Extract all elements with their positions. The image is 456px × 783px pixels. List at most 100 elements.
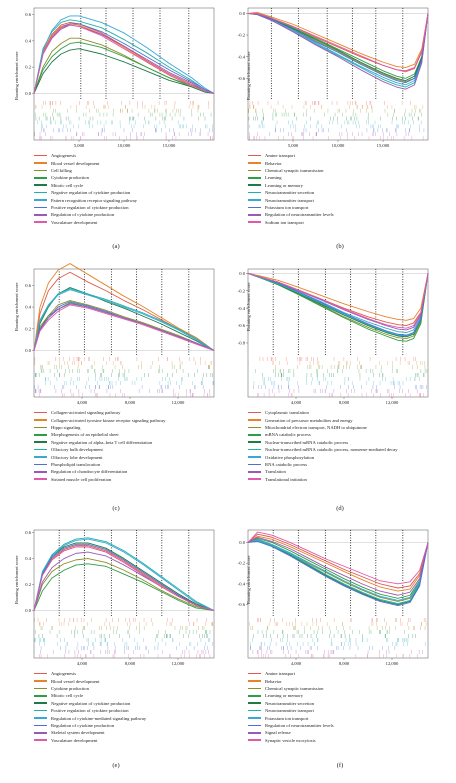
y-tick-label-a-2: 0.4 bbox=[25, 38, 31, 43]
hit-mark-a-7-0 bbox=[58, 128, 59, 132]
series-line-d-5 bbox=[248, 273, 428, 336]
hit-mark-e-8-18 bbox=[114, 650, 115, 654]
hit-mark-f-4-21 bbox=[263, 634, 264, 638]
hit-mark-a-2-9 bbox=[198, 109, 199, 113]
hit-mark-e-6-18 bbox=[205, 642, 206, 646]
hit-mark-e-0-15 bbox=[73, 618, 74, 622]
hit-mark-c-2-16 bbox=[56, 365, 57, 369]
hit-mark-d-1-22 bbox=[387, 361, 388, 365]
hit-mark-c-7-19 bbox=[76, 385, 77, 389]
hit-mark-e-3-2 bbox=[186, 630, 187, 634]
hit-mark-a-0-6 bbox=[79, 101, 80, 105]
hit-mark-b-7-2 bbox=[280, 128, 281, 132]
hit-mark-d-5-15 bbox=[410, 377, 411, 381]
hit-mark-f-5-15 bbox=[407, 638, 408, 642]
hit-mark-e-7-23 bbox=[207, 646, 208, 650]
legend-swatch bbox=[248, 427, 261, 429]
hit-mark-a-6-25 bbox=[180, 124, 181, 128]
hit-mark-a-5-15 bbox=[111, 121, 112, 125]
legend-item: Regulation of neurotransmitter levels bbox=[248, 211, 334, 218]
hit-mark-e-4-23 bbox=[101, 634, 102, 638]
hit-mark-e-5-22 bbox=[87, 638, 88, 642]
legend-swatch bbox=[248, 449, 261, 451]
hit-mark-b-5-3 bbox=[421, 121, 422, 125]
hit-mark-b-6-3 bbox=[290, 124, 291, 128]
hit-mark-e-6-13 bbox=[166, 642, 167, 646]
hit-mark-d-4-14 bbox=[323, 373, 324, 377]
hit-mark-f-2-20 bbox=[343, 626, 344, 630]
hit-mark-d-9-11 bbox=[380, 393, 381, 397]
hit-mark-d-0-1 bbox=[396, 357, 397, 361]
hit-mark-a-9-16 bbox=[39, 136, 40, 140]
hit-mark-c-5-17 bbox=[126, 377, 127, 381]
hit-mark-d-5-21 bbox=[270, 377, 271, 381]
hit-mark-f-9-23 bbox=[356, 654, 357, 658]
hit-mark-b-0-14 bbox=[352, 101, 353, 105]
hit-mark-c-5-0 bbox=[141, 377, 142, 381]
hit-mark-f-2-17 bbox=[253, 626, 254, 630]
hit-mark-d-8-4 bbox=[389, 389, 390, 393]
hit-mark-b-1-18 bbox=[321, 105, 322, 109]
hit-mark-e-7-2 bbox=[136, 646, 137, 650]
hit-mark-a-0-21 bbox=[60, 101, 61, 105]
hit-mark-e-8-24 bbox=[65, 650, 66, 654]
hit-mark-d-0-2 bbox=[317, 357, 318, 361]
hit-mark-b-0-2 bbox=[258, 101, 259, 105]
hit-mark-d-4-0 bbox=[294, 373, 295, 377]
hit-mark-a-4-4 bbox=[165, 117, 166, 121]
hit-mark-e-1-19 bbox=[139, 622, 140, 626]
hit-mark-a-4-3 bbox=[129, 117, 130, 121]
hit-mark-b-2-9 bbox=[328, 109, 329, 113]
hit-mark-a-0-13 bbox=[166, 101, 167, 105]
hit-mark-d-2-7 bbox=[349, 365, 350, 369]
hit-mark-f-2-24 bbox=[268, 626, 269, 630]
hit-mark-b-2-4 bbox=[273, 109, 274, 113]
hit-mark-f-5-0 bbox=[387, 638, 388, 642]
legend-item: Regulation of neurotransmitter levels bbox=[248, 722, 334, 729]
hit-mark-b-1-22 bbox=[253, 105, 254, 109]
hit-mark-b-8-5 bbox=[288, 132, 289, 136]
hit-mark-e-6-24 bbox=[57, 642, 58, 646]
hit-mark-e-4-1 bbox=[207, 634, 208, 638]
hit-mark-c-0-16 bbox=[89, 357, 90, 361]
hit-mark-a-1-9 bbox=[125, 105, 126, 109]
hit-mark-e-0-14 bbox=[77, 618, 78, 622]
legend-swatch bbox=[34, 427, 47, 429]
hit-mark-b-5-11 bbox=[261, 121, 262, 125]
hit-mark-c-9-5 bbox=[190, 393, 191, 397]
hit-mark-d-7-3 bbox=[415, 385, 416, 389]
hit-mark-d-1-20 bbox=[346, 361, 347, 365]
hit-mark-b-2-23 bbox=[385, 109, 386, 113]
legend-swatch bbox=[34, 471, 47, 473]
hit-mark-d-3-25 bbox=[425, 369, 426, 373]
hit-mark-e-4-0 bbox=[100, 634, 101, 638]
hit-mark-a-4-8 bbox=[156, 117, 157, 121]
hit-mark-f-9-0 bbox=[329, 654, 330, 658]
hit-mark-b-5-15 bbox=[413, 121, 414, 125]
hit-mark-b-8-2 bbox=[269, 132, 270, 136]
hit-mark-e-2-18 bbox=[101, 626, 102, 630]
hit-mark-d-0-17 bbox=[344, 357, 345, 361]
hit-mark-f-8-5 bbox=[379, 650, 380, 654]
hit-mark-d-6-12 bbox=[332, 381, 333, 385]
hit-mark-b-4-24 bbox=[263, 117, 264, 121]
hit-mark-e-6-3 bbox=[107, 642, 108, 646]
hit-mark-c-2-20 bbox=[151, 365, 152, 369]
legend-item: Olfactory bulb development bbox=[34, 446, 165, 453]
hit-mark-c-7-13 bbox=[168, 385, 169, 389]
hit-mark-e-6-1 bbox=[39, 642, 40, 646]
hit-mark-b-6-6 bbox=[371, 124, 372, 128]
hit-mark-e-0-3 bbox=[207, 618, 208, 622]
legend-swatch bbox=[34, 177, 47, 179]
hit-mark-c-1-1 bbox=[113, 361, 114, 365]
hit-mark-f-9-19 bbox=[258, 654, 259, 658]
panel-label-b: (b) bbox=[320, 243, 360, 250]
legend-swatch bbox=[34, 434, 47, 436]
hit-mark-b-7-16 bbox=[409, 128, 410, 132]
hit-mark-b-0-18 bbox=[337, 101, 338, 105]
hit-mark-a-7-6 bbox=[161, 128, 162, 132]
hit-mark-e-0-1 bbox=[197, 618, 198, 622]
hit-mark-e-7-11 bbox=[41, 646, 42, 650]
hit-mark-f-7-9 bbox=[300, 646, 301, 650]
hit-mark-a-7-11 bbox=[169, 128, 170, 132]
